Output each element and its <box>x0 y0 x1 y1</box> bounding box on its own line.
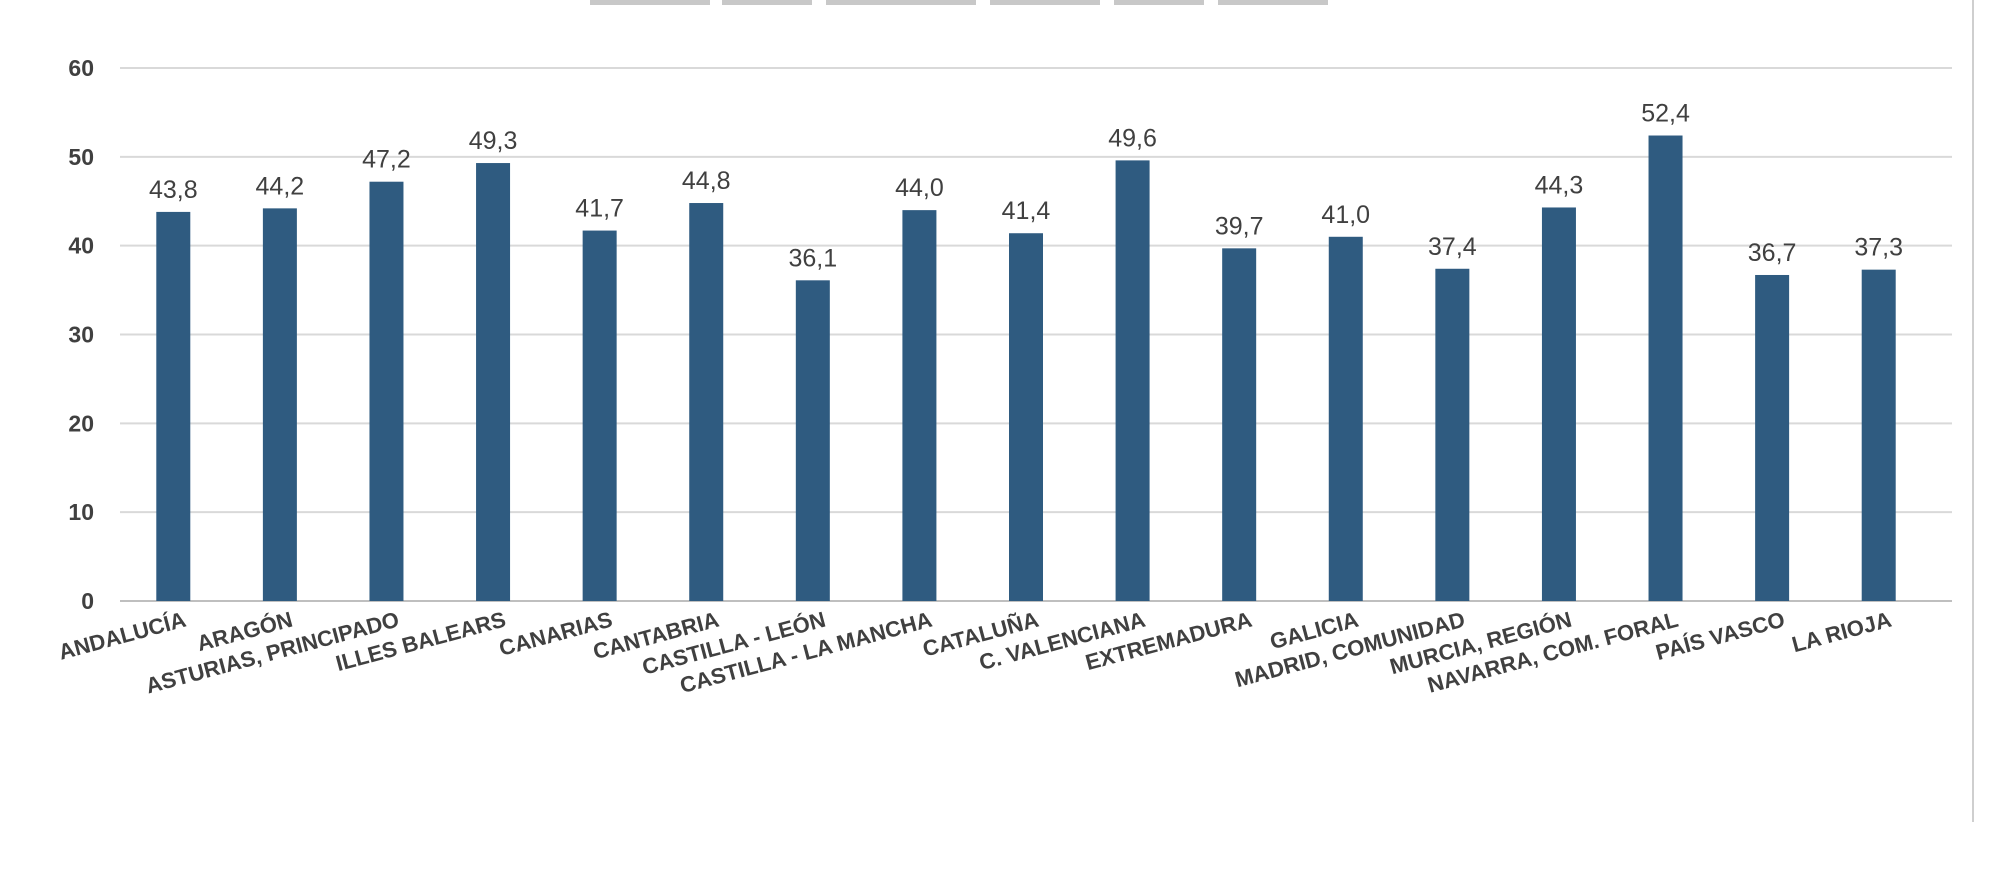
data-label: 37,4 <box>1428 233 1477 261</box>
y-tick-label: 40 <box>68 233 94 259</box>
data-label: 44,3 <box>1535 171 1584 199</box>
y-tick-label: 20 <box>68 410 94 436</box>
bar <box>1009 233 1043 602</box>
bar <box>902 210 937 601</box>
bar <box>1541 207 1576 602</box>
y-tick-label: 30 <box>68 322 94 348</box>
data-label: 41,4 <box>1002 197 1051 225</box>
data-label: 41,7 <box>575 195 624 223</box>
data-label: 44,8 <box>682 167 731 195</box>
bars <box>156 135 1896 602</box>
y-tick-label: 50 <box>68 144 94 170</box>
bar <box>1115 160 1150 602</box>
data-label: 37,3 <box>1854 234 1903 262</box>
data-label: 49,3 <box>469 127 518 155</box>
bar <box>689 203 724 601</box>
data-label: 44,2 <box>256 172 305 200</box>
bar <box>1222 248 1257 601</box>
data-label: 41,0 <box>1321 201 1370 229</box>
data-label: 47,2 <box>362 146 411 174</box>
chart-title-fragment <box>590 0 1328 5</box>
data-label: 39,7 <box>1215 212 1264 240</box>
bar <box>1328 236 1363 602</box>
y-tick-label: 0 <box>81 588 94 614</box>
data-label: 36,7 <box>1748 239 1797 267</box>
data-label: 43,8 <box>149 176 198 204</box>
bar <box>262 208 297 601</box>
x-tick-label: ANDALUCÍA <box>56 607 189 665</box>
y-tick-label: 10 <box>68 499 94 525</box>
bar <box>795 280 830 601</box>
data-label: 36,1 <box>788 244 837 272</box>
x-tick-label: LA RIOJA <box>1789 607 1894 658</box>
bar <box>156 211 191 601</box>
data-labels: 43,8 44,2 47,2 49,3 41,7 44,8 36,1 44,0 41,4 49,6… <box>149 100 1903 273</box>
data-label: 52,4 <box>1641 100 1690 128</box>
bar <box>582 230 617 601</box>
bar <box>1861 269 1896 601</box>
bar <box>369 181 404 601</box>
bar <box>476 163 511 601</box>
y-tick-label: 60 <box>68 55 94 81</box>
data-label: 44,0 <box>895 174 944 202</box>
bar <box>1755 274 1790 601</box>
bar <box>1648 135 1683 601</box>
data-label: 49,6 <box>1108 124 1157 152</box>
bar <box>1435 268 1470 601</box>
